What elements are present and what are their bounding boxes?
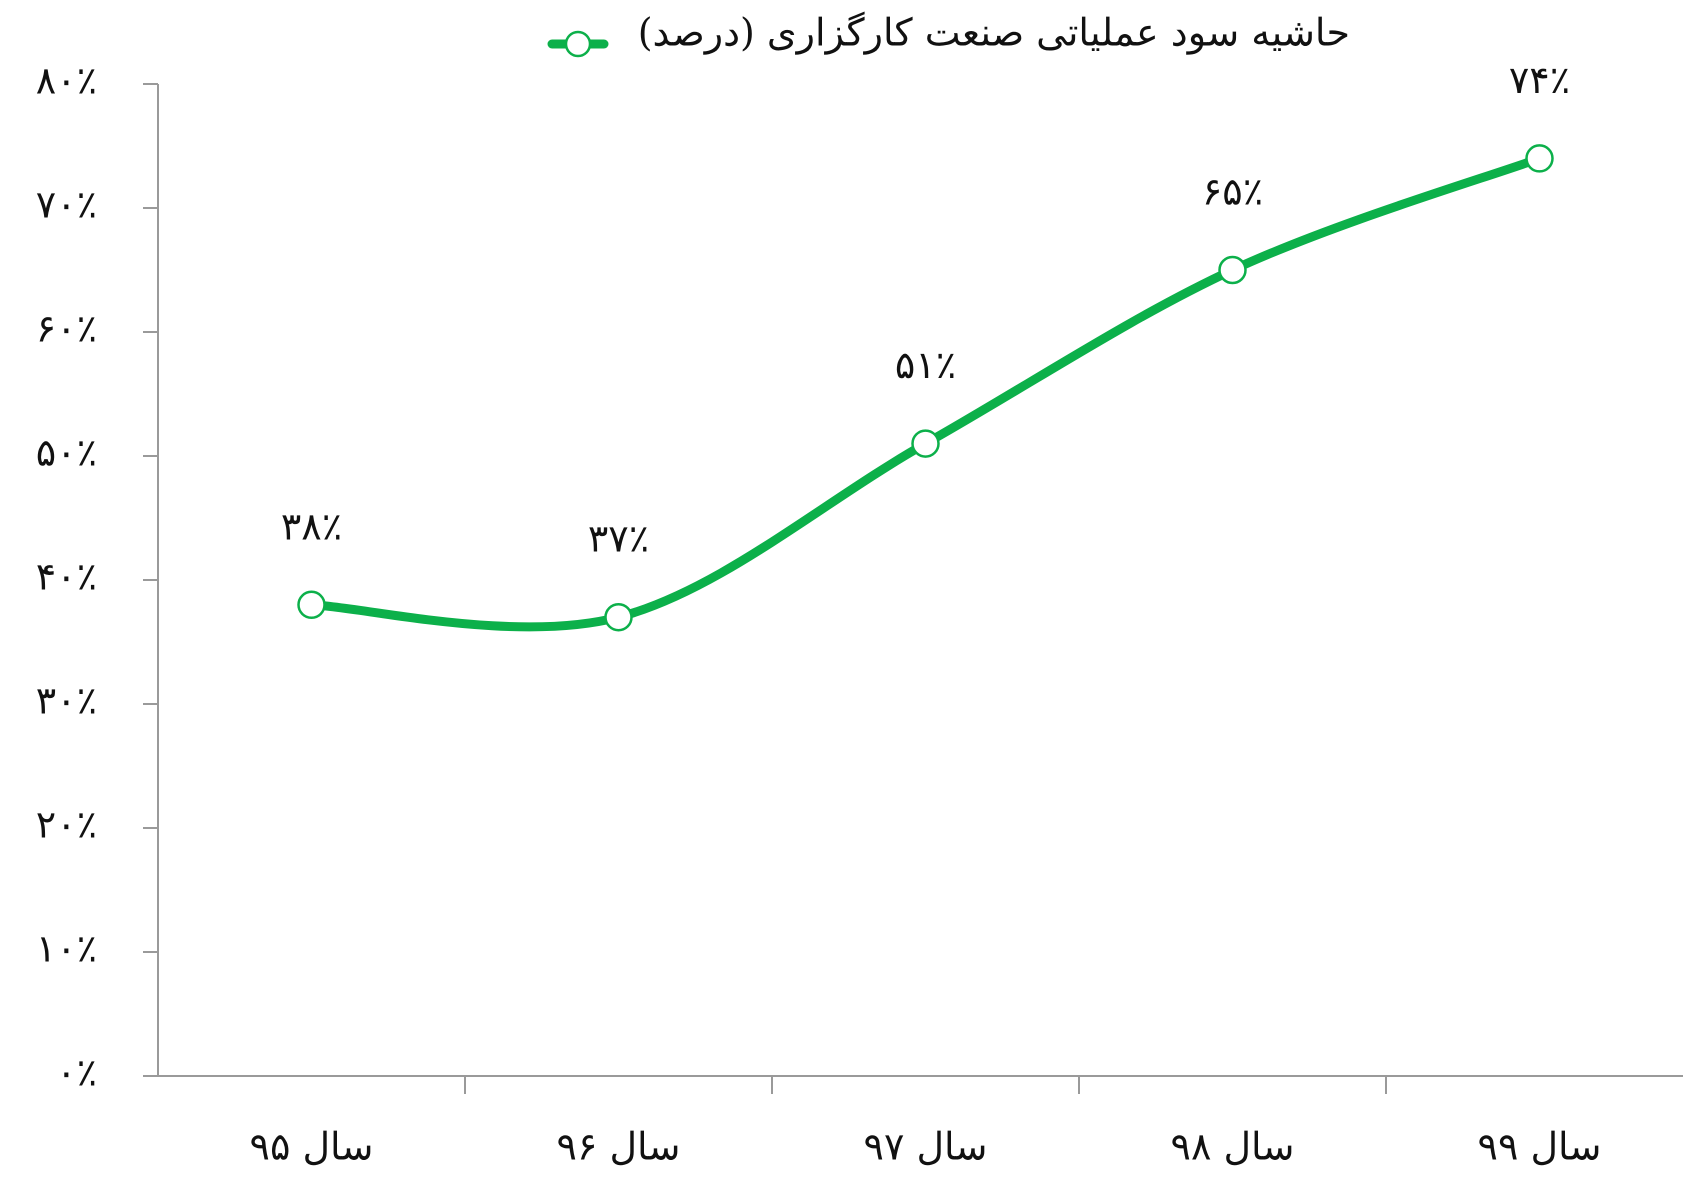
data-point [604,602,633,632]
y-tick-label: ۷۰٪ [36,183,97,227]
x-tick-label: سال ۹۶ [557,1125,681,1169]
y-tick-label: ۰٪ [56,1051,97,1095]
x-tick-label: سال ۹۵ [250,1125,374,1169]
y-tick-label: ۸۰٪ [36,59,97,103]
data-label: ۵۱٪ [895,343,956,387]
data-label: ۳۸٪ [281,504,342,548]
y-tick-label: ۲۰٪ [36,803,97,847]
data-point [911,429,940,458]
legend-label: حاشیه سود عملیاتی صنعت کارگزاری (درصد) [638,11,1350,56]
data-point [1218,255,1247,285]
series-line [307,153,1544,632]
data-point [297,590,326,620]
y-tick-label: ۵۰٪ [36,431,97,475]
y-tick-label: ۴۰٪ [36,555,97,599]
x-tick-label: سال ۹۹ [1478,1125,1602,1169]
x-tick-label: سال ۹۷ [864,1125,988,1169]
data-label: ۷۴٪ [1509,58,1570,102]
legend-marker [564,30,592,58]
data-point [1525,144,1554,173]
y-tick-label: ۶۰٪ [36,307,97,351]
data-label: ۳۷٪ [588,517,649,561]
y-tick-label: ۳۰٪ [36,679,97,723]
x-tick-label: سال ۹۸ [1171,1125,1295,1169]
y-tick-label: ۱۰٪ [36,927,97,971]
data-label: ۶۵٪ [1202,170,1263,214]
